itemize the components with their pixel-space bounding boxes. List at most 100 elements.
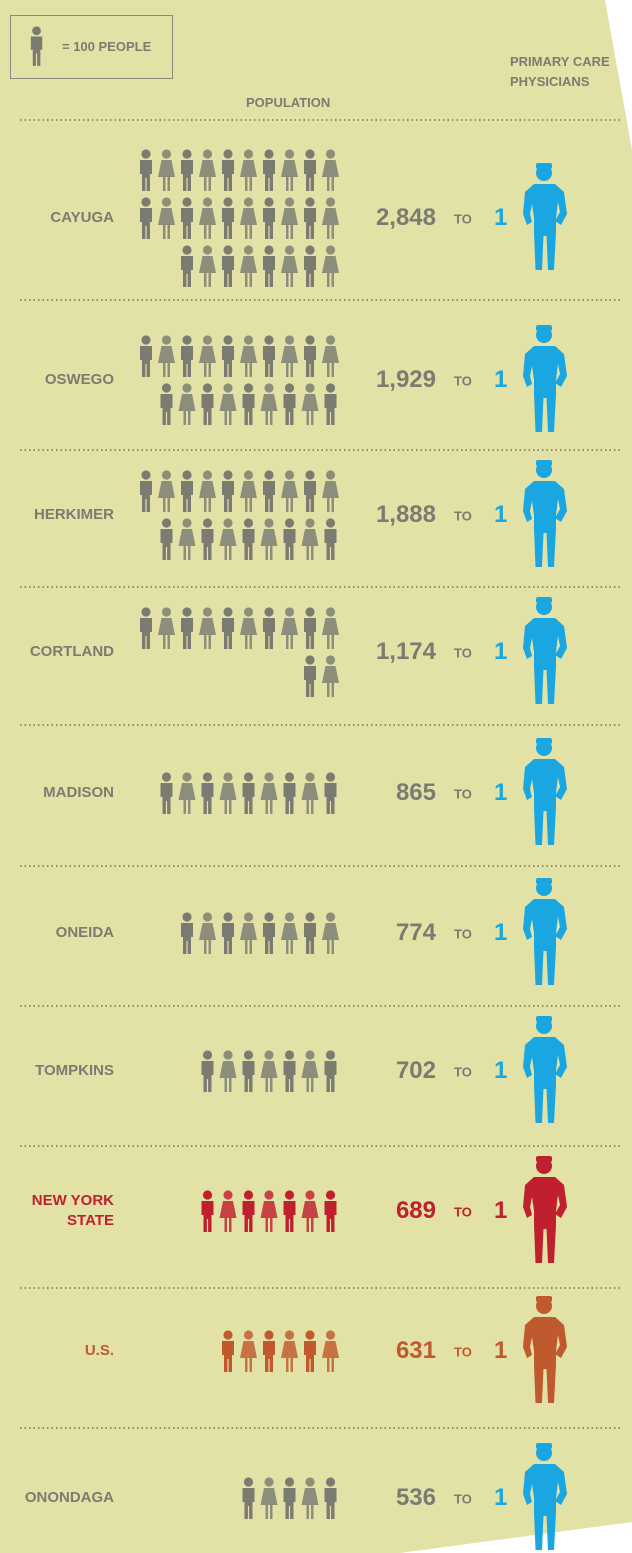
person-head xyxy=(305,245,314,254)
person-head xyxy=(223,1190,232,1199)
person-head xyxy=(285,1050,294,1059)
person-head xyxy=(182,772,191,781)
person-head xyxy=(203,245,212,254)
person-head xyxy=(285,1477,294,1486)
person-head xyxy=(264,1330,273,1339)
person-head xyxy=(264,1190,273,1199)
person-head xyxy=(305,518,314,527)
category-label: NEW YORK STATE xyxy=(2,1191,114,1231)
person-head xyxy=(244,1330,253,1339)
person-head xyxy=(223,245,232,254)
physician-cap xyxy=(536,738,552,744)
person-head xyxy=(223,149,232,158)
category-label: ONONDAGA xyxy=(2,1488,114,1508)
person-head xyxy=(305,1190,314,1199)
ratio-word: TO xyxy=(454,211,472,226)
physician-cap xyxy=(536,597,552,603)
person-head xyxy=(264,149,273,158)
value-label: 774 xyxy=(336,919,436,947)
value-label: 1,929 xyxy=(336,366,436,394)
ratio-word: TO xyxy=(454,1204,472,1219)
person-head xyxy=(305,383,314,392)
person-head xyxy=(32,26,41,35)
person-head xyxy=(264,772,273,781)
person-head xyxy=(285,772,294,781)
person-head xyxy=(182,518,191,527)
person-head xyxy=(203,912,212,921)
person-head xyxy=(305,470,314,479)
person-head xyxy=(326,1330,335,1339)
person-head xyxy=(285,912,294,921)
person-head xyxy=(285,470,294,479)
person-head xyxy=(223,912,232,921)
value-label: 689 xyxy=(336,1197,436,1225)
person-head xyxy=(141,607,150,616)
value-label: 2,848 xyxy=(336,204,436,232)
person-head xyxy=(162,470,171,479)
person-head xyxy=(326,470,335,479)
person-head xyxy=(244,197,253,206)
person-head xyxy=(182,197,191,206)
person-head xyxy=(244,1477,253,1486)
category-label: OSWEGO xyxy=(2,370,114,390)
person-head xyxy=(305,772,314,781)
person-head xyxy=(326,197,335,206)
person-head xyxy=(285,197,294,206)
physician-cap xyxy=(536,878,552,884)
ratio-word: TO xyxy=(454,786,472,801)
person-head xyxy=(203,149,212,158)
person-head xyxy=(285,149,294,158)
person-head xyxy=(326,772,335,781)
person-head xyxy=(305,149,314,158)
person-head xyxy=(326,245,335,254)
physicians-header: PRIMARY CARE PHYSICIANS xyxy=(510,52,610,92)
person-head xyxy=(326,335,335,344)
person-head xyxy=(285,607,294,616)
infographic: = 100 PEOPLE POPULATION PRIMARY CARE PHY… xyxy=(0,0,632,1553)
person-head xyxy=(244,245,253,254)
person-head xyxy=(203,1190,212,1199)
category-label: HERKIMER xyxy=(2,505,114,525)
person-head xyxy=(326,912,335,921)
person-head xyxy=(305,197,314,206)
ratio-per: 1 xyxy=(494,919,507,947)
person-head xyxy=(326,607,335,616)
person-head xyxy=(162,197,171,206)
person-head xyxy=(264,335,273,344)
person-head xyxy=(141,335,150,344)
value-label: 1,888 xyxy=(336,501,436,529)
category-label: U.S. xyxy=(2,1341,114,1361)
person-head xyxy=(305,1050,314,1059)
person-head xyxy=(162,383,171,392)
chart xyxy=(0,0,632,1553)
ratio-per: 1 xyxy=(494,1484,507,1512)
person-head xyxy=(182,383,191,392)
person-head xyxy=(223,197,232,206)
ratio-per: 1 xyxy=(494,204,507,232)
person-head xyxy=(285,1330,294,1339)
person-head xyxy=(264,245,273,254)
person-head xyxy=(285,518,294,527)
person-head xyxy=(182,470,191,479)
person-head xyxy=(305,1330,314,1339)
category-label: MADISON xyxy=(2,783,114,803)
person-head xyxy=(182,335,191,344)
person-head xyxy=(141,149,150,158)
person-head xyxy=(326,1477,335,1486)
person-head xyxy=(305,335,314,344)
person-head xyxy=(305,1477,314,1486)
person-head xyxy=(326,655,335,664)
ratio-word: TO xyxy=(454,508,472,523)
physician-cap xyxy=(536,1443,552,1449)
value-label: 1,174 xyxy=(336,638,436,666)
person-head xyxy=(305,607,314,616)
person-head xyxy=(162,518,171,527)
person-head xyxy=(203,335,212,344)
ratio-word: TO xyxy=(454,1064,472,1079)
category-label: ONEIDA xyxy=(2,923,114,943)
ratio-per: 1 xyxy=(494,366,507,394)
legend-label: = 100 PEOPLE xyxy=(62,37,151,57)
physician-cap xyxy=(536,1016,552,1022)
person-head xyxy=(244,470,253,479)
category-label: CAYUGA xyxy=(2,208,114,228)
